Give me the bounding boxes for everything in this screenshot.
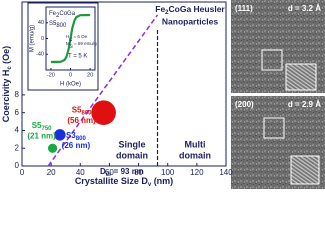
inset-text-part: 800 bbox=[56, 23, 67, 29]
inset-x-tick-label: 0 bbox=[69, 72, 72, 78]
chart-title-part: 2 bbox=[165, 10, 169, 16]
inset-text: Ms = 69 emu/g bbox=[66, 41, 97, 49]
y-axis-label-part: c bbox=[7, 66, 13, 70]
inset-loop bbox=[50, 13, 91, 64]
inset-text-part: = 6 Oe bbox=[72, 34, 87, 39]
inset-x-tick-label: 20 bbox=[87, 72, 93, 78]
inset-text-part: M bbox=[66, 41, 70, 46]
chart-title-line2: Nanoparticles bbox=[162, 16, 218, 26]
inset-text-part: CoGa bbox=[59, 11, 75, 17]
spacing-label: d = 2.9 Å bbox=[288, 100, 321, 109]
y-tick-label: 2 bbox=[15, 143, 20, 152]
inset-text-part: = 69 emu/g bbox=[73, 41, 97, 46]
y-tick-label: 0 bbox=[15, 161, 20, 170]
inset-y-tick-label: -40 bbox=[36, 52, 44, 58]
x-axis-label-part: Crystallite Size D bbox=[75, 176, 149, 186]
inset-text-part: Fe bbox=[49, 11, 57, 17]
zoom-inset bbox=[285, 63, 317, 91]
plot-frame bbox=[21, 1, 227, 167]
inset-frame bbox=[27, 2, 99, 91]
inset-x-tick-label: -20 bbox=[47, 72, 55, 78]
region-label: Single bbox=[118, 139, 145, 149]
region-label: domain bbox=[116, 150, 148, 160]
x-tick-label: 140 bbox=[219, 168, 233, 177]
zoom-inset bbox=[290, 155, 320, 185]
y-tick-label: 4 bbox=[15, 126, 20, 135]
x-tick-label: 60 bbox=[105, 168, 114, 177]
series-label: S3800 bbox=[66, 131, 86, 141]
chart-title: Fe2CoGa Heusler bbox=[155, 4, 225, 15]
chart-title-part: CoGa Heusler bbox=[169, 4, 226, 14]
series-size-label: (21 nm) bbox=[27, 131, 56, 140]
inset-text-part: c bbox=[69, 37, 72, 43]
x-tick-label: 0 bbox=[20, 168, 25, 177]
y-tick-label: 6 bbox=[15, 108, 20, 117]
x-tick-label: 120 bbox=[190, 168, 204, 177]
x-axis-label-part: (nm) bbox=[151, 176, 173, 186]
data-point bbox=[91, 100, 116, 125]
plane-label: (111) bbox=[235, 4, 253, 13]
series-size-label: (56 nm) bbox=[67, 116, 96, 125]
x-tick-label: 40 bbox=[76, 168, 85, 177]
y-tick-label: 8 bbox=[15, 90, 20, 99]
series-label-part: 750 bbox=[41, 126, 52, 132]
y-axis-label: Coercivity Hc (Oe) bbox=[1, 46, 12, 122]
region-label: Multi bbox=[185, 139, 206, 149]
series-size-label: (26 nm) bbox=[62, 141, 91, 150]
inset-text: Hc = 6 Oe bbox=[66, 34, 88, 42]
series-label: S5750 bbox=[32, 121, 52, 131]
x-tick-label: 20 bbox=[47, 168, 56, 177]
data-point bbox=[54, 129, 66, 141]
region-label: domain bbox=[179, 150, 211, 160]
series-label-part: S5 bbox=[32, 121, 42, 130]
plane-label: (200) bbox=[235, 100, 254, 109]
critical-label-part: cr bbox=[106, 172, 112, 178]
inset-x-label: H (kOe) bbox=[60, 82, 81, 88]
series-label: S5800 bbox=[72, 106, 92, 116]
chart-title-part: Fe bbox=[155, 4, 165, 14]
inset-y-label: M (emu/g) bbox=[30, 25, 36, 52]
series-label-part: 800 bbox=[81, 110, 92, 116]
inset-text: Fe2CoGa bbox=[49, 11, 76, 19]
x-tick-label: 80 bbox=[134, 168, 143, 177]
y-axis-label-part: (Oe) bbox=[1, 46, 11, 67]
inset-text-part: S5 bbox=[49, 21, 57, 27]
page: {"chart_data": { "type": "scatter", "tit… bbox=[0, 0, 325, 189]
data-point bbox=[47, 143, 58, 153]
x-axis-label: Crystallite Size Dv (nm) bbox=[75, 176, 173, 187]
inset-y-tick-label: 40 bbox=[38, 20, 44, 26]
x-tick-label: 100 bbox=[161, 168, 175, 177]
series-label-part: S5 bbox=[72, 106, 82, 115]
inset-text-part: 2 bbox=[56, 13, 60, 19]
inset-text: S5800 bbox=[49, 21, 67, 29]
inset-text-part: s bbox=[70, 44, 73, 50]
critical-label-part: = 93 nm bbox=[111, 167, 143, 176]
zoom-box bbox=[261, 49, 283, 71]
inset-text-part: H bbox=[66, 34, 69, 39]
y-axis-label-part: Coercivity H bbox=[1, 70, 11, 123]
trend-line bbox=[47, 14, 159, 167]
zoom-box bbox=[263, 117, 285, 139]
critical-label: Dcr = 93 nm bbox=[100, 167, 144, 177]
critical-label-part: D bbox=[100, 167, 106, 176]
series-label-part: 800 bbox=[76, 135, 87, 141]
figure: (111) d = 3.2 Å (200) d = 2.9 Å 0 20 40 60 8… bbox=[1, 0, 325, 189]
inset-y-tick-label: 0 bbox=[41, 36, 44, 42]
x-axis-label-part: v bbox=[148, 182, 152, 188]
inset-text: T = 5 K bbox=[68, 54, 87, 60]
series-label-part: S3 bbox=[66, 131, 76, 140]
tem-panel: (111) d = 3.2 Å (200) d = 2.9 Å bbox=[231, 0, 325, 189]
spacing-label: d = 3.2 Å bbox=[288, 4, 321, 13]
